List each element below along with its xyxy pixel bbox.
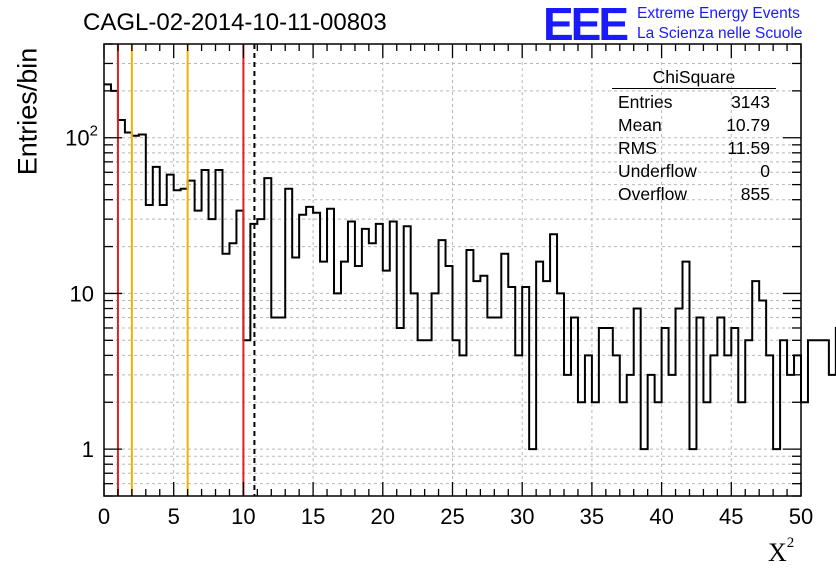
- stats-row-mean: Mean 10.79: [612, 114, 776, 137]
- x-tick-label: 20: [371, 504, 395, 529]
- y-tick-label-base: 10: [65, 126, 89, 151]
- stats-value: 3143: [731, 92, 770, 112]
- x-tick-label: 25: [440, 504, 464, 529]
- x-tick-label: 50: [789, 504, 813, 529]
- stats-value: 855: [740, 184, 770, 204]
- stats-label: RMS: [618, 138, 657, 158]
- chart-title: CAGL-02-2014-10-11-00803: [83, 9, 387, 36]
- logo-line-2: La Scienza nelle Scuole: [637, 25, 803, 42]
- eee-logo: EEE: [543, 0, 629, 50]
- stats-row-underflow: Underflow 0: [612, 160, 776, 183]
- stats-row-rms: RMS 11.59: [612, 137, 776, 160]
- stats-value: 10.79: [726, 115, 770, 135]
- stats-title: ChiSquare: [612, 66, 776, 89]
- stats-label: Underflow: [618, 161, 697, 181]
- y-axis-label: Entries/bin: [12, 47, 43, 176]
- stats-box: ChiSquare Entries 3143 Mean 10.79 RMS 11…: [612, 66, 776, 206]
- x-tick-label: 10: [231, 504, 255, 529]
- x-tick-label: 30: [510, 504, 534, 529]
- x-tick-label: 35: [580, 504, 604, 529]
- x-tick-label: 15: [301, 504, 325, 529]
- x-axis-label: X2: [768, 535, 795, 568]
- stats-label: Mean: [618, 115, 662, 135]
- y-tick-label: 10: [70, 281, 94, 306]
- x-axis-label-base: X: [768, 538, 787, 567]
- x-tick-label: 0: [98, 504, 110, 529]
- stats-label: Overflow: [618, 184, 688, 204]
- x-tick-label: 40: [649, 504, 673, 529]
- x-tick-label: 5: [168, 504, 180, 529]
- stats-row-overflow: Overflow 855: [612, 183, 776, 206]
- y-tick-label-exponent: 2: [90, 123, 98, 140]
- stats-row-entries: Entries 3143: [612, 91, 776, 114]
- logo-line-1: Extreme Energy Events: [637, 5, 800, 22]
- x-tick-label: 45: [719, 504, 743, 529]
- y-tick-label: 1: [82, 437, 94, 462]
- y-tick-label: 102: [65, 123, 98, 151]
- stats-value: 0: [760, 161, 770, 181]
- stats-value: 11.59: [727, 138, 771, 158]
- stats-label: Entries: [618, 92, 673, 112]
- x-axis-label-superscript: 2: [786, 535, 795, 551]
